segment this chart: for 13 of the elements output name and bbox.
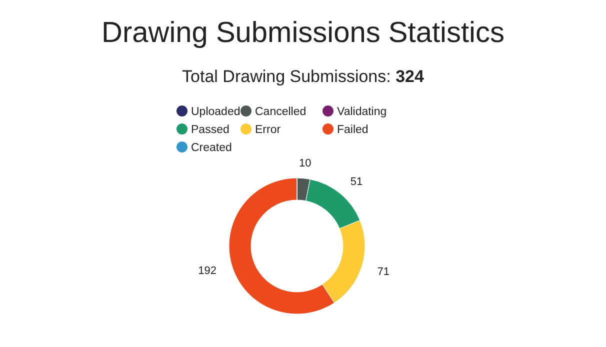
data-label: 10 [299,157,312,170]
legend-label: Validating [337,106,387,118]
legend-label: Cancelled [255,106,306,118]
legend-label: Error [255,124,281,136]
chart-subtitle: Total Drawing Submissions: 324 [182,67,424,86]
legend-label: Passed [191,124,230,136]
legend-label: Uploaded [191,106,240,118]
chart-title: Drawing Submissions Statistics [102,17,504,49]
data-label: 51 [350,176,363,188]
legend-label: Created [191,142,232,154]
data-label: 71 [377,266,390,278]
data-label: 192 [198,265,217,278]
legend-label: Failed [337,124,368,136]
